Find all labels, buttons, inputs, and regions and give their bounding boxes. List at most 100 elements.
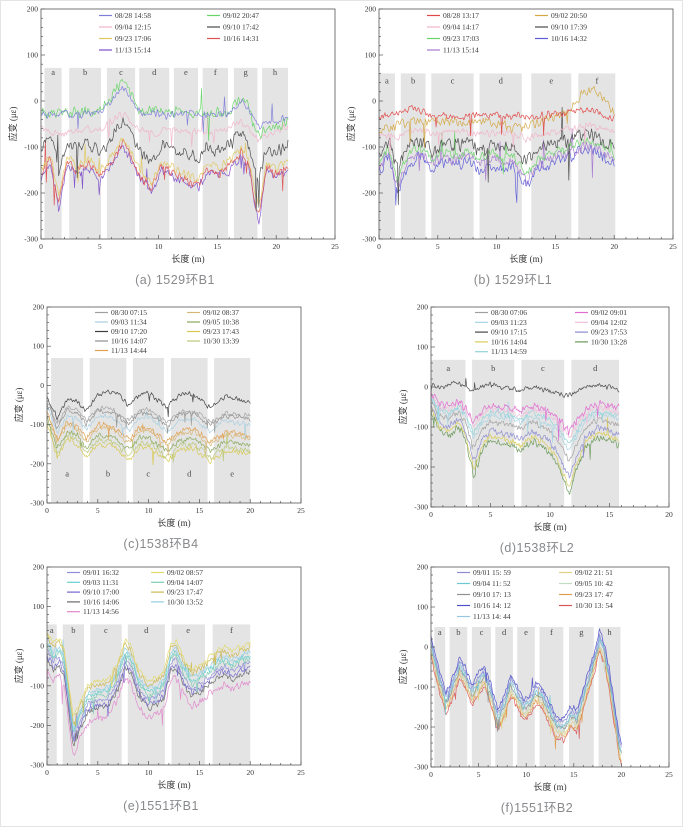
chart-panel-a: a b c d e f g h 0 5 10 15 20 25 200 100 0 -100 -200 -300 长度 … bbox=[7, 5, 343, 288]
svg-text:-200: -200 bbox=[414, 723, 428, 732]
chart-f-canvas: a b c d e f g h 0 5 10 15 20 25 200 100 0 -100 -200 -300 长度 … bbox=[397, 563, 673, 792]
svg-text:10/16 14:07: 10/16 14:07 bbox=[111, 337, 147, 346]
svg-text:09/02 20:50: 09/02 20:50 bbox=[551, 11, 587, 20]
svg-text:200: 200 bbox=[417, 563, 429, 572]
shaded-bands: a b c d e f bbox=[379, 73, 616, 240]
svg-text:10/30 13:52: 10/30 13:52 bbox=[167, 597, 203, 606]
svg-text:应变 (με): 应变 (με) bbox=[7, 107, 18, 142]
chart-a-canvas: a b c d e f g h 0 5 10 15 20 25 200 100 0 -100 -200 -300 长度 … bbox=[7, 5, 339, 264]
svg-text:09/05 10: 42: 09/05 10: 42 bbox=[575, 579, 613, 588]
svg-text:100: 100 bbox=[417, 603, 429, 612]
svg-text:08/28 13:17: 08/28 13:17 bbox=[443, 11, 479, 20]
svg-text:10: 10 bbox=[155, 242, 163, 251]
svg-text:15: 15 bbox=[196, 768, 204, 777]
svg-text:c: c bbox=[146, 468, 150, 478]
shaded-bands: a b c d e f g h bbox=[44, 67, 288, 240]
svg-text:-100: -100 bbox=[414, 683, 428, 692]
svg-text:a: a bbox=[446, 363, 450, 373]
svg-text:09/10 17:42: 09/10 17:42 bbox=[223, 23, 259, 32]
data-series bbox=[430, 628, 622, 767]
svg-text:e: e bbox=[549, 76, 553, 86]
svg-text:f: f bbox=[550, 627, 553, 637]
svg-text:5: 5 bbox=[96, 768, 100, 777]
svg-text:09/23 17:43: 09/23 17:43 bbox=[203, 327, 239, 336]
svg-text:-300: -300 bbox=[414, 763, 428, 772]
svg-text:h: h bbox=[273, 67, 278, 77]
svg-text:长度 (m): 长度 (m) bbox=[509, 253, 542, 264]
chart-panel-b: a b c d e f 0 5 10 15 20 25 200 100 0 -100 -200 -300 长度 (m… bbox=[345, 5, 681, 288]
svg-text:15: 15 bbox=[606, 510, 614, 519]
svg-text:f: f bbox=[214, 67, 217, 77]
svg-text:e: e bbox=[230, 468, 234, 478]
svg-text:长度 (m): 长度 (m) bbox=[533, 781, 566, 792]
svg-text:-200: -200 bbox=[362, 189, 376, 198]
svg-text:08/30 07:15: 08/30 07:15 bbox=[111, 308, 147, 317]
svg-text:0: 0 bbox=[45, 506, 49, 515]
data-series bbox=[378, 85, 615, 206]
svg-text:200: 200 bbox=[33, 563, 45, 572]
svg-text:f: f bbox=[595, 76, 598, 86]
axes: 0 5 10 15 20 25 200 100 0 -100 -200 -300 长度 (m) 应变 (μ… bbox=[345, 5, 677, 264]
svg-text:100: 100 bbox=[33, 342, 45, 351]
svg-text:d: d bbox=[502, 627, 507, 637]
svg-text:20: 20 bbox=[618, 770, 626, 779]
chart-a-caption: (a) 1529环B1 bbox=[135, 273, 215, 287]
svg-text:10/16 14:31: 10/16 14:31 bbox=[223, 34, 259, 43]
svg-text:09/03 11:31: 09/03 11:31 bbox=[83, 578, 119, 587]
svg-text:10/30 13:28: 10/30 13:28 bbox=[591, 337, 627, 346]
svg-text:11/13 14:44: 11/13 14:44 bbox=[111, 346, 147, 355]
svg-text:c: c bbox=[119, 67, 123, 77]
svg-text:0: 0 bbox=[424, 643, 428, 652]
svg-text:5: 5 bbox=[489, 510, 493, 519]
svg-text:20: 20 bbox=[246, 506, 254, 515]
svg-text:10/30 13: 54: 10/30 13: 54 bbox=[575, 601, 613, 610]
svg-text:200: 200 bbox=[27, 5, 39, 14]
svg-text:-300: -300 bbox=[30, 761, 44, 770]
svg-text:应变 (με): 应变 (με) bbox=[397, 390, 408, 425]
svg-text:f: f bbox=[230, 625, 233, 635]
svg-text:09/23 17:53: 09/23 17:53 bbox=[591, 328, 627, 337]
svg-text:0: 0 bbox=[424, 383, 428, 392]
svg-text:0: 0 bbox=[40, 381, 44, 390]
svg-text:15: 15 bbox=[214, 242, 222, 251]
chart-b-caption: (b) 1529环L1 bbox=[473, 273, 553, 287]
svg-text:5: 5 bbox=[477, 770, 481, 779]
svg-text:25: 25 bbox=[297, 768, 305, 777]
svg-text:11/13 14:56: 11/13 14:56 bbox=[83, 607, 119, 616]
svg-text:100: 100 bbox=[417, 343, 429, 352]
svg-text:20: 20 bbox=[272, 242, 280, 251]
svg-text:a: a bbox=[438, 627, 442, 637]
svg-text:09/04 12:15: 09/04 12:15 bbox=[115, 23, 151, 32]
chart-panel-e: a b c d e f 0 5 10 15 20 25 200 100 0 -100 -200 -300 长度 (m… bbox=[13, 563, 309, 814]
svg-text:09/23 17:06: 09/23 17:06 bbox=[115, 34, 151, 43]
svg-text:25: 25 bbox=[669, 242, 677, 251]
svg-text:11/13 15:14: 11/13 15:14 bbox=[443, 46, 479, 55]
chart-c-canvas: a b c d e 0 5 10 15 20 25 200 100 0 -100 -200 -300 长度 (m)… bbox=[13, 303, 305, 528]
svg-text:e: e bbox=[186, 625, 190, 635]
svg-text:09/02 08:57: 09/02 08:57 bbox=[167, 568, 203, 577]
svg-text:10: 10 bbox=[493, 242, 501, 251]
svg-text:-100: -100 bbox=[30, 420, 44, 429]
svg-text:08/28 14:58: 08/28 14:58 bbox=[115, 11, 151, 20]
svg-text:09/02 09:01: 09/02 09:01 bbox=[591, 308, 627, 317]
svg-text:09/01 16:32: 09/01 16:32 bbox=[83, 568, 119, 577]
svg-text:b: b bbox=[106, 468, 110, 478]
shaded-bands: a b c d e bbox=[51, 358, 251, 503]
shaded-bands: a b c d e f bbox=[47, 624, 251, 765]
svg-text:10: 10 bbox=[145, 768, 153, 777]
svg-text:g: g bbox=[579, 627, 584, 637]
svg-text:09/10 17:39: 09/10 17:39 bbox=[551, 23, 587, 32]
svg-text:a: a bbox=[65, 468, 69, 478]
svg-text:15: 15 bbox=[552, 242, 560, 251]
legend: 10/16 14:32 11/13 15:14 09/23 17:03 09/10 1… bbox=[427, 11, 587, 55]
axes: 0 5 10 15 20 25 200 100 0 -100 -200 -300 长度 (m) 应变 (μ… bbox=[13, 303, 305, 528]
svg-text:g: g bbox=[243, 67, 248, 77]
chart-d-caption: (d)1538环L2 bbox=[499, 541, 575, 555]
svg-text:20: 20 bbox=[246, 768, 254, 777]
svg-text:-100: -100 bbox=[24, 143, 38, 152]
svg-text:5: 5 bbox=[96, 506, 100, 515]
svg-text:25: 25 bbox=[665, 770, 673, 779]
svg-text:09/23 17: 47: 09/23 17: 47 bbox=[575, 590, 613, 599]
